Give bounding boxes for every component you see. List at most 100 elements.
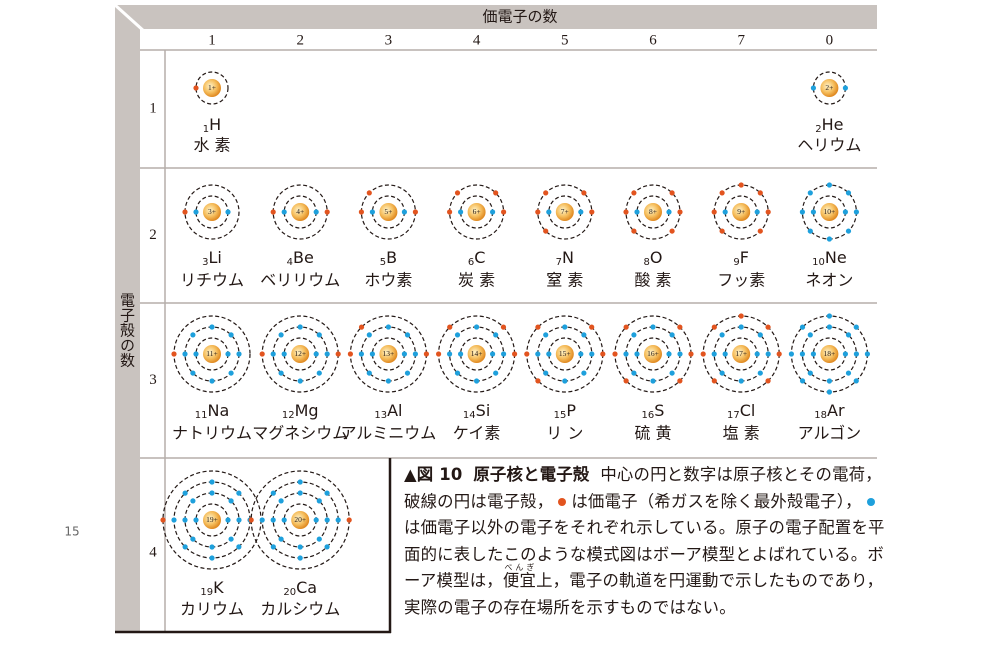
- electron: [259, 517, 265, 523]
- atomic-number: 12: [282, 410, 295, 421]
- electron: [853, 209, 860, 215]
- atomic-number: 2: [815, 124, 821, 135]
- caption-text: 中心の円と数字は原子核とその電荷，破線の円は電子殻，: [404, 465, 882, 511]
- electron: [297, 555, 303, 561]
- electron: [236, 351, 242, 357]
- caption: ▲図 10 原子核と電子殻 中心の円と数字は原子核とその電荷，破線の円は電子殻，…: [404, 462, 888, 622]
- element-symbol: S: [654, 401, 664, 420]
- electron: [810, 351, 817, 357]
- nucleus-charge: 11+: [206, 349, 217, 358]
- valence-electron: [358, 324, 365, 330]
- header-band: [115, 5, 877, 30]
- electron: [722, 209, 728, 215]
- electron: [623, 351, 629, 357]
- element-name: カリウム: [180, 600, 244, 619]
- electron: [228, 370, 234, 376]
- valence-electron: [776, 351, 782, 357]
- electron: [738, 324, 744, 330]
- electron: [807, 332, 813, 338]
- element-name: ネオン: [805, 271, 853, 290]
- valence-electron: [711, 378, 717, 384]
- element-symbol-label: 17Cl: [727, 401, 755, 422]
- element-symbol: P: [566, 401, 576, 420]
- electron: [236, 544, 242, 550]
- electron: [543, 370, 549, 376]
- nucleus: [203, 511, 221, 529]
- valence-electron: [423, 351, 429, 357]
- nucleus: [203, 79, 221, 97]
- electron: [297, 544, 303, 550]
- electron: [270, 351, 276, 357]
- atom: 11+ 11Na ナトリウム: [171, 315, 252, 443]
- caption-text: は価電子以外の電子をそれぞれ示している。原子の電子配置を平面的に表したこのような…: [404, 518, 885, 591]
- row-number: 4: [149, 544, 157, 560]
- valence-electron: [543, 190, 549, 196]
- nucleus-charge: 8+: [649, 207, 657, 216]
- column-number: 5: [561, 32, 569, 48]
- atomic-number: 7: [556, 257, 562, 268]
- ruby-base: 便宜: [502, 571, 537, 591]
- electron: [447, 351, 453, 357]
- element-name: 水 素: [193, 136, 230, 155]
- element-symbol: Ar: [827, 401, 845, 420]
- valence-electron: [182, 209, 188, 215]
- electron: [281, 517, 287, 523]
- nucleus: [379, 203, 398, 221]
- valence-electron: [581, 190, 587, 196]
- electron: [757, 370, 763, 376]
- element-symbol: Ne: [825, 248, 847, 267]
- electron: [171, 517, 177, 523]
- electron: [810, 209, 817, 215]
- element-symbol: O: [650, 248, 663, 267]
- element-symbol-label: 11Na: [195, 401, 230, 422]
- atom: 8+ 8O 酸 素: [623, 184, 683, 290]
- electron: [807, 228, 813, 234]
- nucleus: [732, 345, 751, 363]
- electron: [404, 370, 411, 376]
- electron: [278, 332, 284, 338]
- valence-electron: [765, 324, 771, 330]
- electron: [278, 536, 284, 542]
- nucleus: [291, 203, 310, 221]
- electron: [358, 351, 364, 357]
- valence-electron: [719, 190, 725, 196]
- valence-electron: [346, 517, 352, 523]
- element-name: 窒 素: [546, 271, 583, 290]
- atomic-number: 9: [733, 257, 739, 268]
- atomic-number: 1: [203, 124, 209, 135]
- electron: [193, 351, 199, 357]
- ruby-text: べんぎ: [502, 563, 537, 573]
- element-symbol: He: [822, 115, 844, 134]
- element-name: ナトリウム: [172, 424, 252, 443]
- column-number: 0: [826, 32, 834, 48]
- element-symbol-label: 3Li: [202, 248, 222, 269]
- nucleus: [467, 203, 486, 221]
- element-symbol-label: 13Al: [374, 401, 402, 422]
- electron: [788, 351, 795, 357]
- electron: [401, 209, 407, 215]
- electron: [281, 351, 287, 357]
- nucleus-charge: 3+: [208, 207, 216, 216]
- atomic-number: 20: [283, 587, 296, 598]
- electron: [546, 209, 552, 215]
- side-band: [115, 5, 140, 632]
- element-symbol-label: 10Ne: [812, 248, 847, 269]
- nucleus-charge: 19+: [206, 515, 218, 524]
- electron: [474, 324, 480, 330]
- element-symbol-label: 19K: [200, 578, 224, 599]
- electron: [182, 517, 188, 523]
- valence-electron: [171, 351, 177, 357]
- element-name: リ ン: [546, 424, 583, 443]
- electron: [228, 332, 234, 338]
- electron: [209, 378, 215, 384]
- electron: [236, 490, 242, 496]
- atom: 6+ 6C 炭 素: [447, 184, 507, 290]
- electron: [278, 370, 284, 376]
- electron: [190, 332, 196, 338]
- element-symbol-label: 9F: [733, 248, 749, 269]
- element-symbol: C: [474, 248, 485, 267]
- electron: [501, 351, 507, 357]
- valence-electron: [600, 351, 606, 357]
- electron: [228, 536, 234, 542]
- column-number: 4: [473, 32, 481, 48]
